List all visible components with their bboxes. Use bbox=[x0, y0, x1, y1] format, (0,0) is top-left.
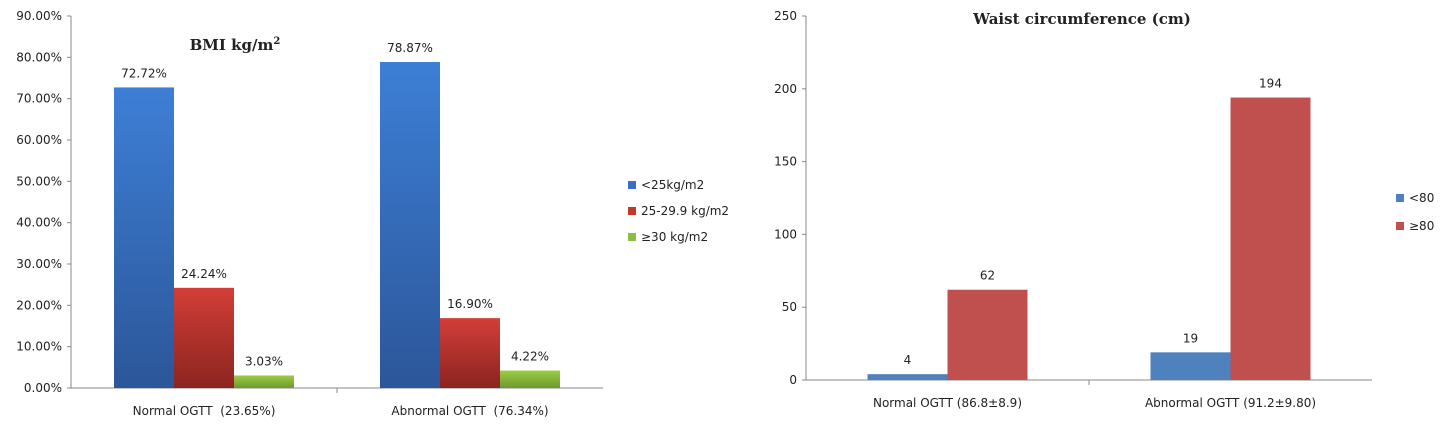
y-tick-label: 0 bbox=[789, 373, 797, 387]
legend-swatch bbox=[628, 207, 636, 215]
legend-swatch bbox=[628, 181, 636, 189]
waist-bars bbox=[867, 97, 1311, 380]
legend-swatch bbox=[1396, 222, 1404, 230]
y-tick-label: 100 bbox=[774, 227, 797, 241]
bmi-chart-title: BMI kg/m2 bbox=[190, 36, 281, 54]
bmi-data-labels: 72.72% 24.24% 3.03% 78.87% 16.90% 4.22% bbox=[121, 41, 549, 368]
y-tick-label: 200 bbox=[774, 82, 797, 96]
legend-label: <25kg/m2 bbox=[641, 178, 704, 192]
waist-chart-title: Waist circumference (cm) bbox=[972, 10, 1191, 28]
data-label: 194 bbox=[1259, 77, 1282, 91]
data-label: 19 bbox=[1183, 331, 1198, 345]
data-label: 3.03% bbox=[245, 354, 283, 368]
legend-label: ≥30 kg/m2 bbox=[641, 230, 708, 244]
y-tick-label: 50 bbox=[782, 300, 797, 314]
y-tick-label: 10.00% bbox=[16, 340, 62, 354]
legend-label: <80 bbox=[1409, 191, 1434, 205]
x-category-label: Normal OGTT (23.65%) bbox=[133, 404, 276, 418]
bar bbox=[947, 289, 1028, 380]
y-tick-label: 40.00% bbox=[16, 216, 62, 230]
bar bbox=[440, 318, 500, 388]
data-label: 78.87% bbox=[387, 41, 433, 55]
waist-category-labels: Normal OGTT (86.8±8.9) Abnormal OGTT (91.… bbox=[873, 380, 1316, 410]
bar bbox=[234, 375, 294, 388]
legend-label: 25-29.9 kg/m2 bbox=[641, 204, 729, 218]
data-label: 16.90% bbox=[447, 297, 493, 311]
legend-swatch bbox=[1396, 194, 1404, 202]
bar bbox=[174, 287, 234, 388]
data-label: 24.24% bbox=[181, 267, 227, 281]
x-category-label: Abnormal OGTT (91.2±9.80) bbox=[1145, 396, 1316, 410]
data-label: 72.72% bbox=[121, 66, 167, 80]
x-category-label: Abnormal OGTT (76.34%) bbox=[391, 404, 548, 418]
waist-chart: Waist circumference (cm) 0 50 100 150 200 250… bbox=[774, 9, 1434, 410]
bmi-legend: <25kg/m2 25-29.9 kg/m2 ≥30 kg/m2 bbox=[628, 178, 729, 244]
data-label: 4.22% bbox=[511, 350, 549, 364]
bmi-title-superscript: 2 bbox=[273, 36, 280, 47]
bmi-bars bbox=[114, 62, 560, 389]
waist-y-ticks: 0 50 100 150 200 250 bbox=[774, 9, 806, 387]
y-tick-label: 80.00% bbox=[16, 50, 62, 64]
waist-data-labels: 4 62 19 194 bbox=[904, 77, 1282, 368]
y-tick-label: 70.00% bbox=[16, 92, 62, 106]
data-label: 4 bbox=[904, 353, 912, 367]
waist-legend: <80 ≥80 bbox=[1396, 191, 1434, 233]
y-tick-label: 50.00% bbox=[16, 174, 62, 188]
y-tick-label: 250 bbox=[774, 9, 797, 23]
bmi-category-labels: Normal OGTT (23.65%) Abnormal OGTT (76.34… bbox=[133, 388, 549, 418]
bmi-chart: BMI kg/m2 0.00% 10.00% 20.00% 30.00% 40.00% 5… bbox=[16, 9, 729, 418]
y-tick-label: 90.00% bbox=[16, 9, 62, 23]
x-category-label: Normal OGTT (86.8±8.9) bbox=[873, 396, 1022, 410]
bar bbox=[380, 62, 440, 389]
bar bbox=[1230, 97, 1311, 380]
y-tick-label: 0.00% bbox=[24, 381, 62, 395]
bar bbox=[114, 87, 174, 388]
bar bbox=[500, 370, 560, 388]
bar bbox=[867, 374, 948, 380]
y-tick-label: 30.00% bbox=[16, 257, 62, 271]
y-tick-label: 150 bbox=[774, 155, 797, 169]
bar bbox=[1150, 352, 1231, 380]
legend-swatch bbox=[628, 233, 636, 241]
bmi-y-ticks: 0.00% 10.00% 20.00% 30.00% 40.00% 50.00% 60.00… bbox=[16, 9, 71, 395]
y-tick-label: 60.00% bbox=[16, 133, 62, 147]
data-label: 62 bbox=[980, 269, 995, 283]
y-tick-label: 20.00% bbox=[16, 298, 62, 312]
legend-label: ≥80 bbox=[1409, 219, 1434, 233]
